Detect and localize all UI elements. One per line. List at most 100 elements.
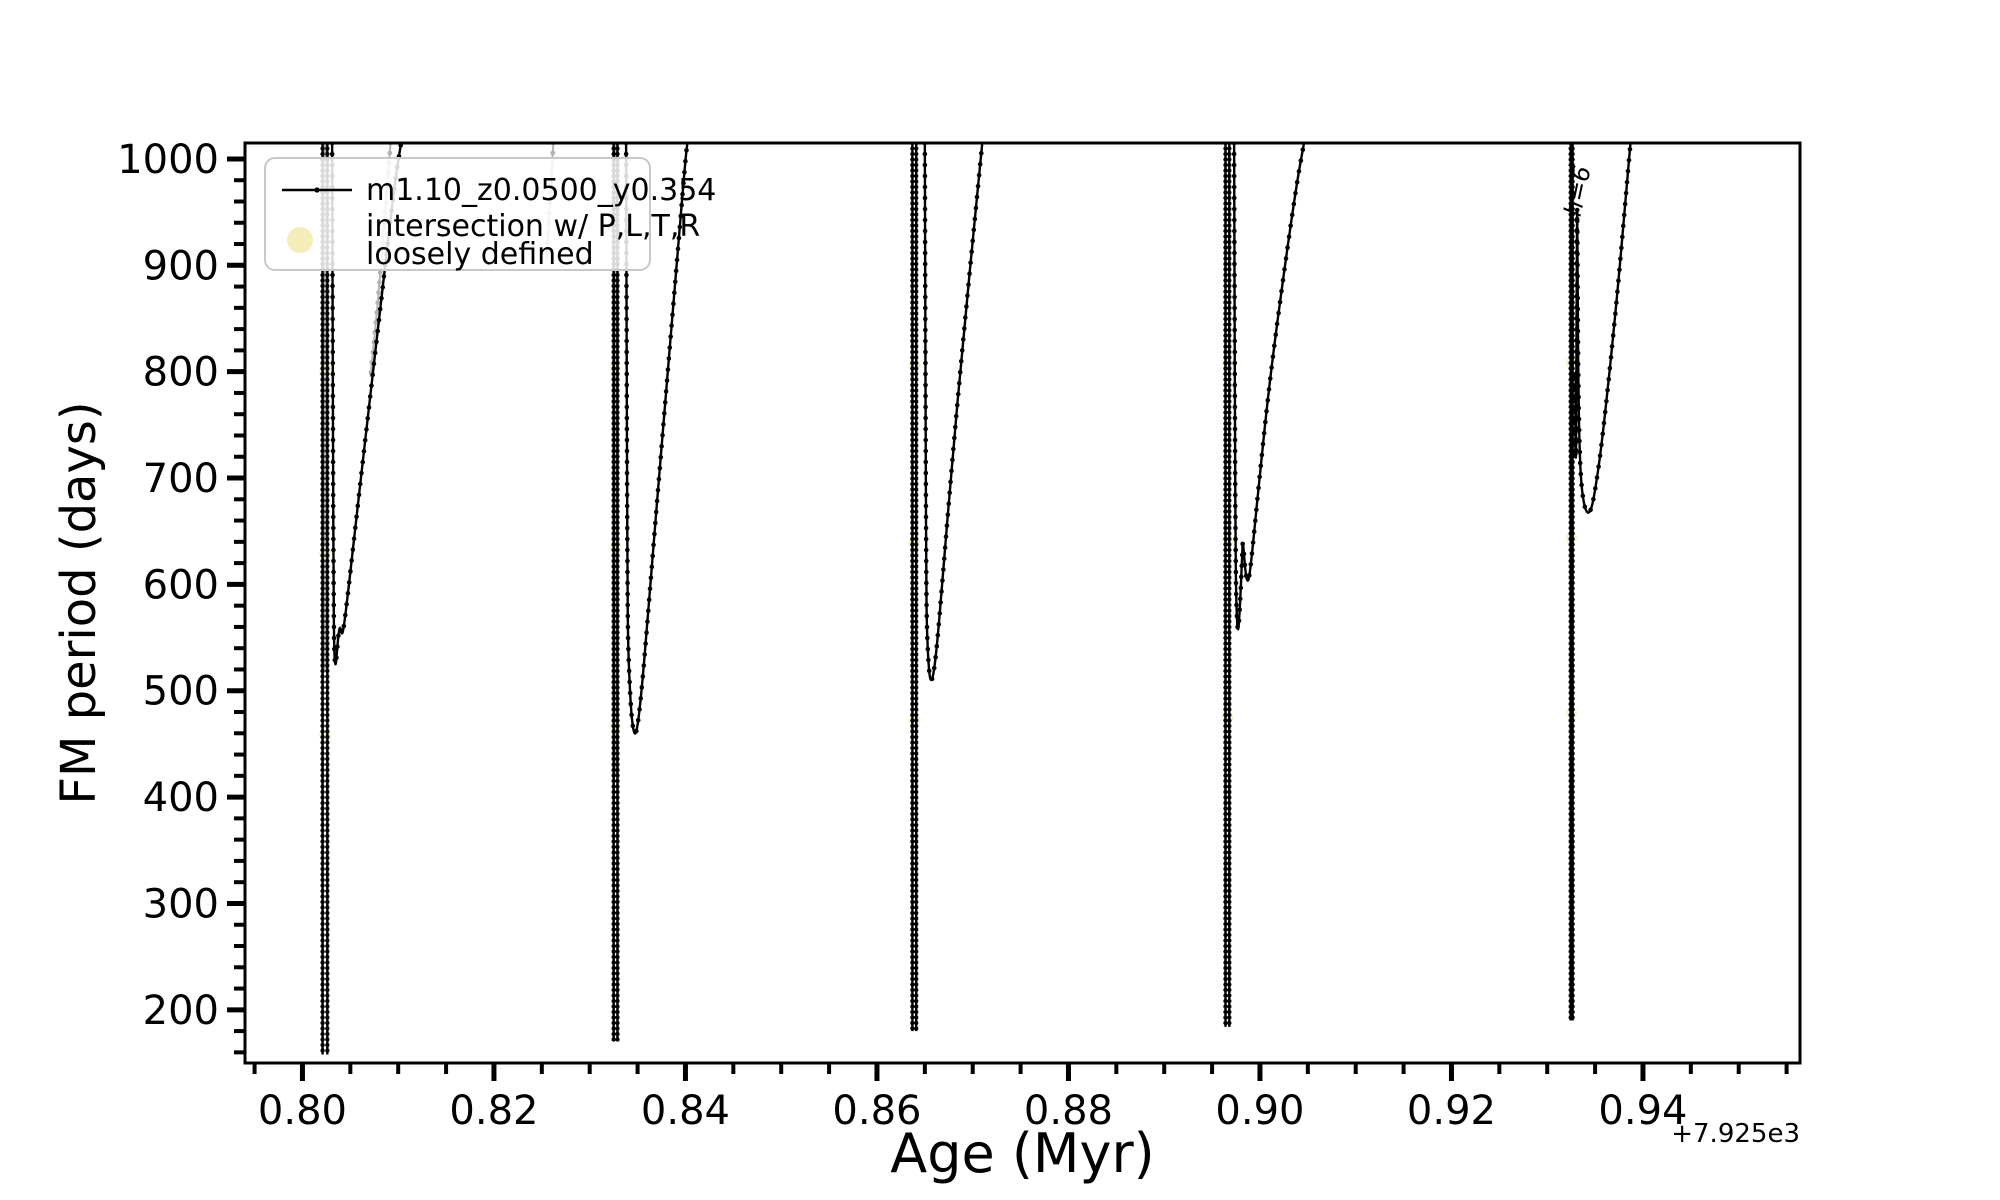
series-spike-marker: [1223, 404, 1228, 410]
series-curve-marker: [1596, 464, 1601, 469]
series-curve-marker: [650, 553, 655, 559]
series-spike-marker: [1570, 531, 1575, 536]
series-spike-marker: [325, 1037, 330, 1042]
series-curve-marker: [330, 371, 336, 377]
series-spike-marker: [325, 371, 330, 377]
series-spike-marker: [615, 745, 620, 751]
series-spike-marker: [910, 393, 915, 399]
series-spike-marker: [325, 525, 330, 531]
series-curve-marker: [1240, 541, 1245, 547]
series-curve-marker: [624, 514, 630, 520]
series-spike-marker: [611, 300, 616, 305]
series-spike-marker: [1223, 498, 1228, 503]
series-spike-marker: [910, 877, 915, 883]
series-curve-marker: [1624, 179, 1630, 185]
series-spike-marker: [1570, 630, 1575, 635]
series-spike-marker: [910, 212, 915, 217]
series-curve-marker: [1260, 441, 1266, 447]
series-curve-marker: [1623, 190, 1629, 196]
series-spike-marker: [615, 784, 620, 789]
series-spike-marker: [1570, 685, 1575, 690]
series-curve-marker: [1599, 442, 1604, 448]
series-spike-marker: [325, 421, 330, 426]
series-spike-marker: [325, 998, 330, 1004]
series-spike-marker: [320, 883, 325, 888]
series-curve-marker: [1232, 283, 1237, 289]
series-spike-marker: [611, 1009, 616, 1015]
series-curve-marker: [970, 238, 976, 244]
series-spike-marker: [325, 701, 330, 707]
series-spike-marker: [325, 894, 330, 899]
series-spike-marker: [914, 784, 919, 789]
series-spike-marker: [1227, 1015, 1232, 1020]
series-curve-marker: [353, 525, 358, 531]
series-spike-marker: [320, 839, 325, 844]
series-spike-marker: [611, 811, 616, 817]
series-spike-marker: [1570, 437, 1575, 443]
series-spike-marker: [910, 300, 915, 305]
series-spike-marker: [325, 481, 330, 487]
series-spike-marker: [910, 954, 915, 960]
series-spike-marker: [910, 360, 915, 366]
series-spike-marker: [1570, 316, 1575, 322]
series-spike-marker: [325, 696, 330, 701]
series-spike-marker: [914, 327, 919, 333]
series-spike-marker: [1570, 712, 1575, 718]
series-spike-marker: [325, 723, 330, 729]
series-spike-marker: [325, 833, 330, 839]
series-curve-marker: [922, 228, 928, 234]
series-spike-marker: [1570, 448, 1575, 454]
series-curve-marker: [1575, 295, 1581, 301]
series-spike-marker: [1570, 646, 1575, 652]
series-spike-marker: [611, 894, 616, 899]
series-curve-marker: [978, 150, 984, 156]
series-spike-marker: [325, 949, 330, 954]
series-spike-marker: [914, 454, 919, 459]
series-spike-marker: [914, 289, 919, 294]
series-spike-marker: [320, 916, 325, 921]
series-spike-marker: [910, 613, 915, 619]
series-curve-marker: [939, 589, 944, 594]
series-spike-marker: [910, 564, 915, 569]
series-spike-marker: [910, 1015, 915, 1020]
series-spike-marker: [1223, 294, 1228, 300]
series-spike-marker: [1570, 294, 1575, 300]
series-spike-marker: [320, 1004, 325, 1009]
series-spike-marker: [611, 657, 616, 663]
series-spike-marker: [1223, 921, 1228, 927]
series-spike-marker: [1570, 498, 1575, 503]
series-spike-marker: [1227, 366, 1232, 371]
series-curve-marker: [923, 492, 929, 498]
series-curve-marker: [360, 459, 366, 465]
series-curve-marker: [1620, 234, 1625, 240]
series-curve-marker: [1232, 382, 1238, 388]
series-spike-marker: [1570, 476, 1575, 481]
series-curve-marker: [1607, 365, 1613, 371]
series-spike-marker: [1223, 184, 1228, 190]
series-spike-marker: [1570, 976, 1575, 982]
series-spike-marker: [611, 888, 616, 894]
series-curve-marker: [1288, 223, 1293, 229]
y-tick-label: 1000: [117, 137, 219, 183]
series-curve-marker: [923, 404, 928, 410]
series-spike-marker: [1570, 514, 1575, 520]
series-spike-marker: [1570, 696, 1575, 701]
series-spike-marker: [320, 822, 325, 828]
series-spike-marker: [320, 300, 325, 305]
series-curve-marker: [1614, 300, 1619, 305]
series-spike-marker: [1223, 745, 1228, 751]
series-spike-marker: [325, 300, 330, 305]
series-spike-marker: [611, 305, 616, 311]
series-spike-marker: [615, 679, 620, 685]
series-spike-marker: [1227, 173, 1232, 179]
series-spike-marker: [1227, 206, 1232, 212]
series-spike-marker: [910, 844, 915, 850]
series-curve-marker: [645, 619, 650, 624]
series-curve-marker: [971, 227, 977, 233]
series-spike-marker: [914, 366, 919, 371]
series-spike-marker: [910, 311, 915, 316]
series-curve-marker: [1272, 343, 1277, 348]
series-spike-marker: [320, 349, 325, 355]
series-spike-marker: [1570, 987, 1575, 993]
series-spike-marker: [1570, 355, 1575, 360]
